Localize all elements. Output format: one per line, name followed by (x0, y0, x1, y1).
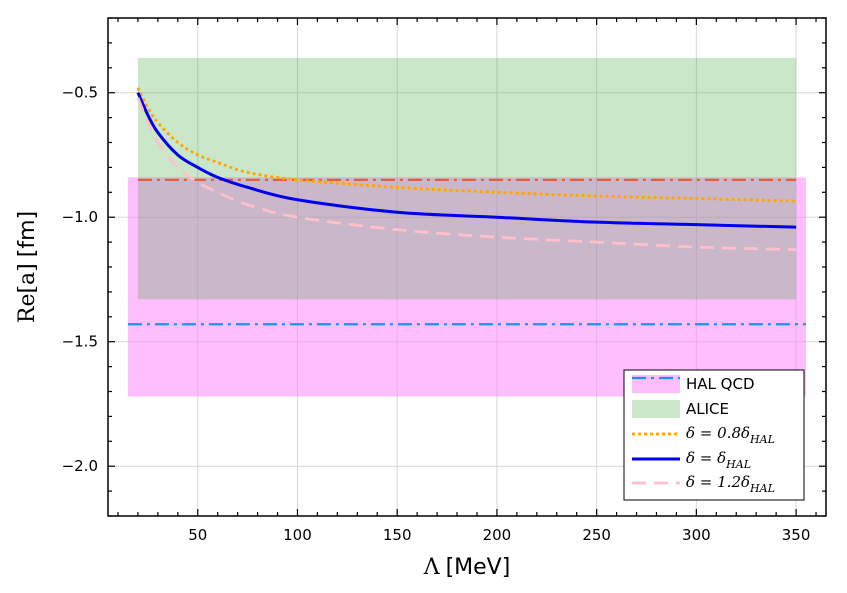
series-lines (136, 87, 797, 251)
svg-text:Re[a][fm]: Re[a] [fm] (15, 211, 40, 323)
legend-label-series-2: δ = 1.2δHAL (686, 473, 775, 495)
legend-label-0: HAL QCD (686, 375, 755, 393)
y-tick-label-1: −1.0 (62, 208, 98, 226)
axis-ticks (108, 17, 826, 517)
y-tick-label-2: −1.5 (62, 333, 98, 351)
legend-swatch-0 (632, 375, 680, 393)
y-tick-label-3: −2.0 (62, 457, 98, 475)
x-tick-label-1: 100 (283, 526, 312, 544)
band-hal-qcd (127, 177, 807, 397)
x-axis-label: Λ [MeV] (423, 555, 511, 580)
x-tick-label-5: 300 (682, 526, 711, 544)
x-tick-label-2: 150 (383, 526, 412, 544)
legend-label-1: ALICE (686, 400, 729, 418)
bands (127, 57, 807, 397)
legend-label-series-1: δ = δHAL (686, 449, 751, 471)
band-alice (137, 57, 797, 300)
series-line-1 (136, 92, 797, 229)
x-tick-label-0: 50 (188, 526, 207, 544)
x-tick-labels: 50 100 150 200 250 300 350 (188, 526, 810, 544)
x-tick-label-6: 350 (782, 526, 811, 544)
y-tick-labels: −0.5 −1.0 −1.5 −2.0 (62, 84, 98, 476)
x-axis-symbol: Λ (423, 555, 441, 580)
series-line-2 (136, 97, 797, 251)
legend-label-series-0: δ = 0.8δHAL (686, 424, 775, 446)
y-tick-label-0: −0.5 (62, 84, 98, 102)
y-axis-symbol: Re[a] (15, 263, 40, 323)
legend-swatch-1 (632, 400, 680, 418)
series-line-0 (136, 87, 797, 203)
y-axis-unit: [fm] (15, 211, 40, 257)
x-axis-unit: [MeV] (446, 555, 511, 580)
x-tick-label-3: 200 (483, 526, 512, 544)
reference-lines (127, 178, 807, 326)
y-axis-label: Re[a] [fm] (15, 211, 40, 323)
x-tick-label-4: 250 (582, 526, 611, 544)
